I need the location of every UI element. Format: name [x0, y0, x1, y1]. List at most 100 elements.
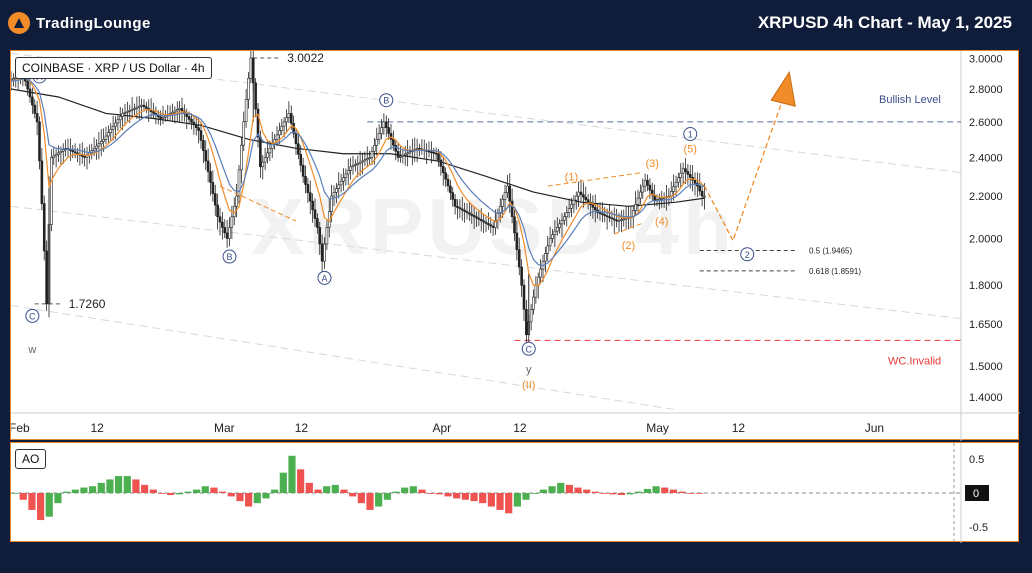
ao-bar	[427, 493, 435, 494]
candle-body	[351, 165, 355, 168]
candle-body	[463, 209, 466, 212]
candle-body	[634, 203, 637, 211]
ao-bar	[375, 493, 383, 507]
candle-body	[380, 127, 383, 134]
candle-body	[546, 245, 550, 254]
candle-body	[510, 200, 514, 218]
candle-body	[211, 182, 215, 194]
x-tick-label: 12	[513, 421, 527, 435]
candle-body	[230, 216, 234, 228]
ao-legend[interactable]: AO	[15, 449, 47, 469]
candle-body	[204, 150, 208, 162]
ao-indicator-panel[interactable]: 0.5 -0.5 0 AO	[10, 442, 1020, 543]
candle-body	[558, 223, 561, 228]
candle-body	[408, 151, 412, 154]
candle-body	[698, 185, 702, 192]
ao-bar	[54, 493, 62, 504]
candle-body	[605, 215, 609, 218]
candle-body	[173, 110, 177, 113]
price-chart-panel[interactable]: XRPUSD 4h 3.0000 2.8000 2.6000 2.4000 2.2000…	[10, 50, 1020, 441]
ao-bar	[626, 493, 634, 495]
ao-chart-svg[interactable]: 0.5 -0.5 0	[11, 443, 1020, 543]
candle-body	[311, 200, 314, 211]
symbol-legend[interactable]: COINBASE · XRP / US Dollar · 4h	[15, 57, 212, 79]
candle-body	[313, 209, 317, 219]
candle-body	[358, 161, 362, 164]
candle-body	[57, 152, 60, 155]
candle-body	[292, 123, 295, 134]
wave-label-text: C	[526, 344, 533, 354]
ao-bar	[184, 491, 192, 493]
wave-label-text: B	[226, 252, 232, 262]
ao-bar	[470, 493, 478, 502]
price-chart-svg[interactable]: 3.0000 2.8000 2.6000 2.4000 2.2000 2.0000 1.80…	[11, 51, 1020, 441]
candle-body	[97, 143, 101, 147]
candle-body	[342, 177, 345, 182]
candle-body	[28, 88, 32, 98]
candle-body	[608, 216, 611, 219]
wave-label-text: (1)	[565, 171, 578, 183]
ao-bar	[574, 487, 582, 493]
candle-body	[472, 215, 476, 218]
candle-body	[439, 159, 443, 167]
ao-bar	[219, 491, 227, 493]
candle-body	[316, 218, 319, 228]
candle-body	[263, 157, 267, 163]
candle-body	[192, 121, 196, 126]
x-tick-label: Mar	[214, 421, 235, 435]
candle-body	[116, 119, 120, 124]
ao-bar	[253, 493, 261, 504]
ao-bar	[669, 489, 677, 493]
candle-body	[256, 108, 260, 138]
candle-body	[223, 227, 227, 234]
candle-body	[601, 213, 604, 215]
wave-label-circle	[740, 247, 755, 262]
candle-body	[591, 204, 595, 208]
ao-bar	[487, 493, 495, 507]
ao-bar	[418, 489, 426, 493]
candle-body	[130, 108, 134, 111]
candle-body	[92, 147, 96, 151]
wave-label-circle	[222, 249, 237, 264]
wave-label-text: (II)	[522, 379, 535, 391]
candle-body	[517, 249, 521, 268]
candle-body	[50, 157, 53, 225]
ao-bar	[617, 493, 625, 496]
candle-body	[468, 212, 471, 215]
candle-body	[403, 153, 407, 156]
candle-body	[593, 207, 597, 211]
ao-bar	[63, 491, 71, 493]
candle-body	[42, 203, 46, 252]
ao-bar	[392, 491, 400, 493]
candle-body	[415, 147, 419, 150]
candle-body	[586, 199, 590, 203]
logo-icon	[8, 12, 30, 34]
fib-level-label: 0.618 (1.8591)	[809, 267, 861, 276]
candle-body	[503, 192, 507, 200]
invalid-level-label: WC.Invalid	[888, 355, 941, 367]
x-tick-label: Feb	[11, 421, 30, 435]
candle-body	[544, 253, 547, 262]
wave-label-text: (5)	[684, 143, 697, 155]
ao-bar	[635, 491, 643, 493]
candle-body	[577, 191, 580, 197]
projection-path	[703, 91, 786, 243]
ao-bar	[115, 476, 123, 493]
candle-body	[598, 212, 602, 214]
ao-bar	[444, 493, 452, 497]
candle-body	[460, 208, 464, 211]
wave-connector-line	[547, 172, 643, 187]
candle-body	[563, 216, 566, 221]
candle-body	[477, 217, 481, 220]
candle-body	[73, 151, 77, 154]
candle-body	[332, 192, 336, 197]
candle-body	[118, 116, 122, 121]
x-tick-label: Jun	[865, 421, 884, 435]
candle-body	[612, 218, 616, 221]
y-tick-label: 1.6500	[969, 319, 1003, 331]
ao-bar	[28, 493, 36, 510]
candle-body	[31, 96, 34, 106]
candle-body	[494, 219, 497, 228]
candle-body	[221, 221, 224, 228]
candle-body	[190, 119, 193, 123]
